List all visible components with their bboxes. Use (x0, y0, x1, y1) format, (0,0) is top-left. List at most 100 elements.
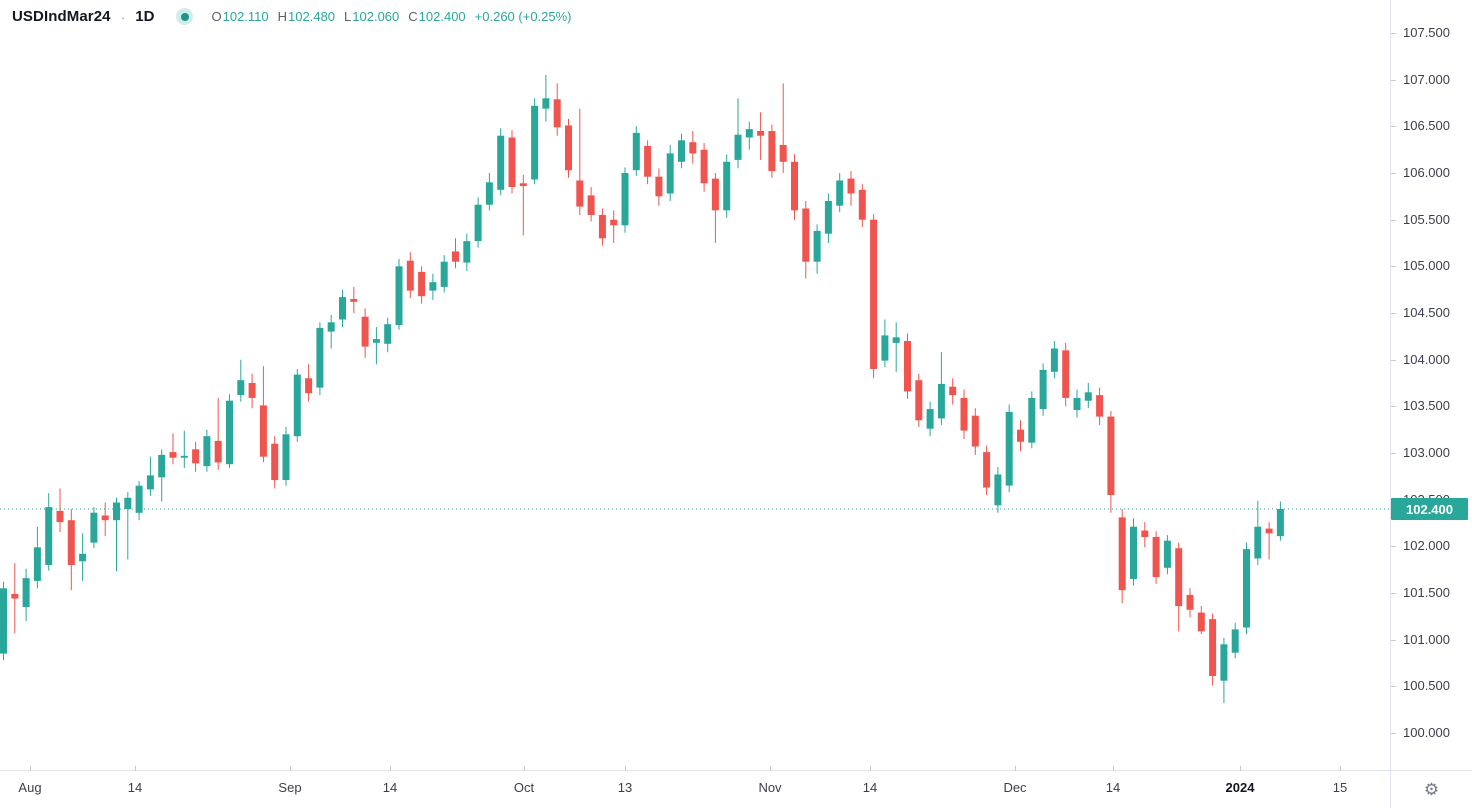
candle (1118, 509, 1126, 604)
candle (757, 112, 765, 160)
time-axis-tick (870, 766, 871, 771)
price-axis-label: 100.500 (1403, 678, 1450, 693)
candle (339, 289, 346, 327)
axis-settings-gear-icon[interactable]: ⚙ (1423, 780, 1440, 799)
time-axis-label: Aug (18, 780, 42, 795)
candle (372, 327, 380, 365)
timeframe-label[interactable]: 1D (135, 8, 155, 25)
candle (395, 258, 403, 330)
candle (180, 430, 188, 468)
candle (937, 352, 945, 425)
candle (226, 394, 233, 468)
time-axis-tick (390, 766, 391, 771)
candle (1028, 391, 1036, 449)
price-axis-tick (1391, 406, 1396, 407)
candle (678, 133, 685, 169)
candle (1276, 501, 1284, 541)
time-axis-tick (1015, 766, 1016, 771)
time-axis-tick (770, 766, 771, 771)
high-label: H (277, 9, 288, 24)
time-axis-tick (1340, 766, 1341, 771)
candle (655, 168, 663, 206)
time-axis-label: 13 (617, 780, 633, 795)
candle (983, 445, 991, 495)
candle (632, 126, 640, 176)
time-axis-label: 15 (1332, 780, 1348, 795)
candle (101, 502, 109, 537)
time-axis-tick (290, 766, 291, 771)
price-axis-label: 104.500 (1403, 305, 1450, 320)
candle (497, 128, 505, 196)
candle (113, 497, 120, 572)
candle (0, 581, 7, 661)
close-label: C (408, 9, 418, 24)
candle (418, 266, 426, 304)
candle (440, 255, 448, 293)
price-axis-label: 106.000 (1403, 165, 1450, 180)
candle (960, 389, 968, 439)
candle (508, 130, 516, 194)
candle (745, 121, 753, 150)
price-axis-label: 102.000 (1403, 538, 1450, 553)
candle (666, 145, 674, 201)
price-axis-tick (1391, 360, 1396, 361)
candle (1243, 542, 1250, 635)
price-axis-label: 103.000 (1403, 445, 1450, 460)
current-price-badge: 102.400 (1391, 498, 1468, 520)
candle (429, 273, 437, 300)
candle (926, 401, 934, 437)
price-axis-label: 105.500 (1403, 212, 1450, 227)
candle (858, 184, 866, 228)
time-axis-label: Nov (758, 780, 782, 795)
candle (621, 167, 629, 233)
close-value: 102.400 (418, 9, 466, 24)
time-axis-tick (1113, 766, 1114, 771)
price-axis-tick (1391, 126, 1396, 127)
chart-legend: USDIndMar24 · 1D O 102.110 H 102.480 L 102.… (12, 8, 572, 25)
candle (214, 397, 222, 470)
price-axis-tick (1391, 80, 1396, 81)
candle (192, 441, 200, 472)
candle (259, 366, 267, 463)
candle (1186, 588, 1194, 618)
candle (1163, 535, 1171, 575)
candle (406, 252, 414, 299)
candle (779, 83, 787, 173)
price-axis-tick (1391, 266, 1396, 267)
candle (531, 98, 539, 185)
time-axis-label: Sep (278, 780, 302, 795)
time-axis[interactable]: Aug 14 Sep 14 Oct 13 Nov 14 Dec 14 2024 15 (0, 766, 1472, 808)
price-axis[interactable]: 102.400 107.500 107.000 106.500 106.000 105.… (1390, 0, 1472, 770)
candle (293, 369, 301, 442)
candlestick-chart[interactable] (0, 0, 1390, 770)
candle (881, 319, 889, 368)
price-axis-label: 101.000 (1403, 632, 1450, 647)
candle (305, 364, 313, 402)
candle (1039, 363, 1047, 416)
candle (1130, 518, 1137, 586)
time-axis-tick (1240, 766, 1241, 771)
candle (994, 467, 1002, 513)
candle (1005, 404, 1013, 493)
candle (1107, 411, 1115, 513)
price-axis-label: 105.000 (1403, 258, 1450, 273)
price-axis-label: 107.500 (1403, 25, 1450, 40)
open-value: 102.110 (222, 9, 269, 24)
low-label: L (344, 9, 352, 24)
price-axis-tick (1391, 546, 1396, 547)
candle (1209, 613, 1217, 686)
candle (67, 509, 75, 591)
price-axis-tick (1391, 686, 1396, 687)
market-status-icon (176, 8, 194, 25)
symbol-title[interactable]: USDIndMar24 (12, 8, 111, 25)
candle (700, 143, 708, 192)
time-axis-tick (524, 766, 525, 771)
candle (1084, 383, 1092, 409)
candle (350, 286, 358, 313)
time-axis-label: 14 (382, 780, 398, 795)
candle (22, 568, 30, 621)
time-axis-label: Dec (1003, 780, 1027, 795)
candle (316, 322, 324, 396)
candle (327, 314, 335, 349)
